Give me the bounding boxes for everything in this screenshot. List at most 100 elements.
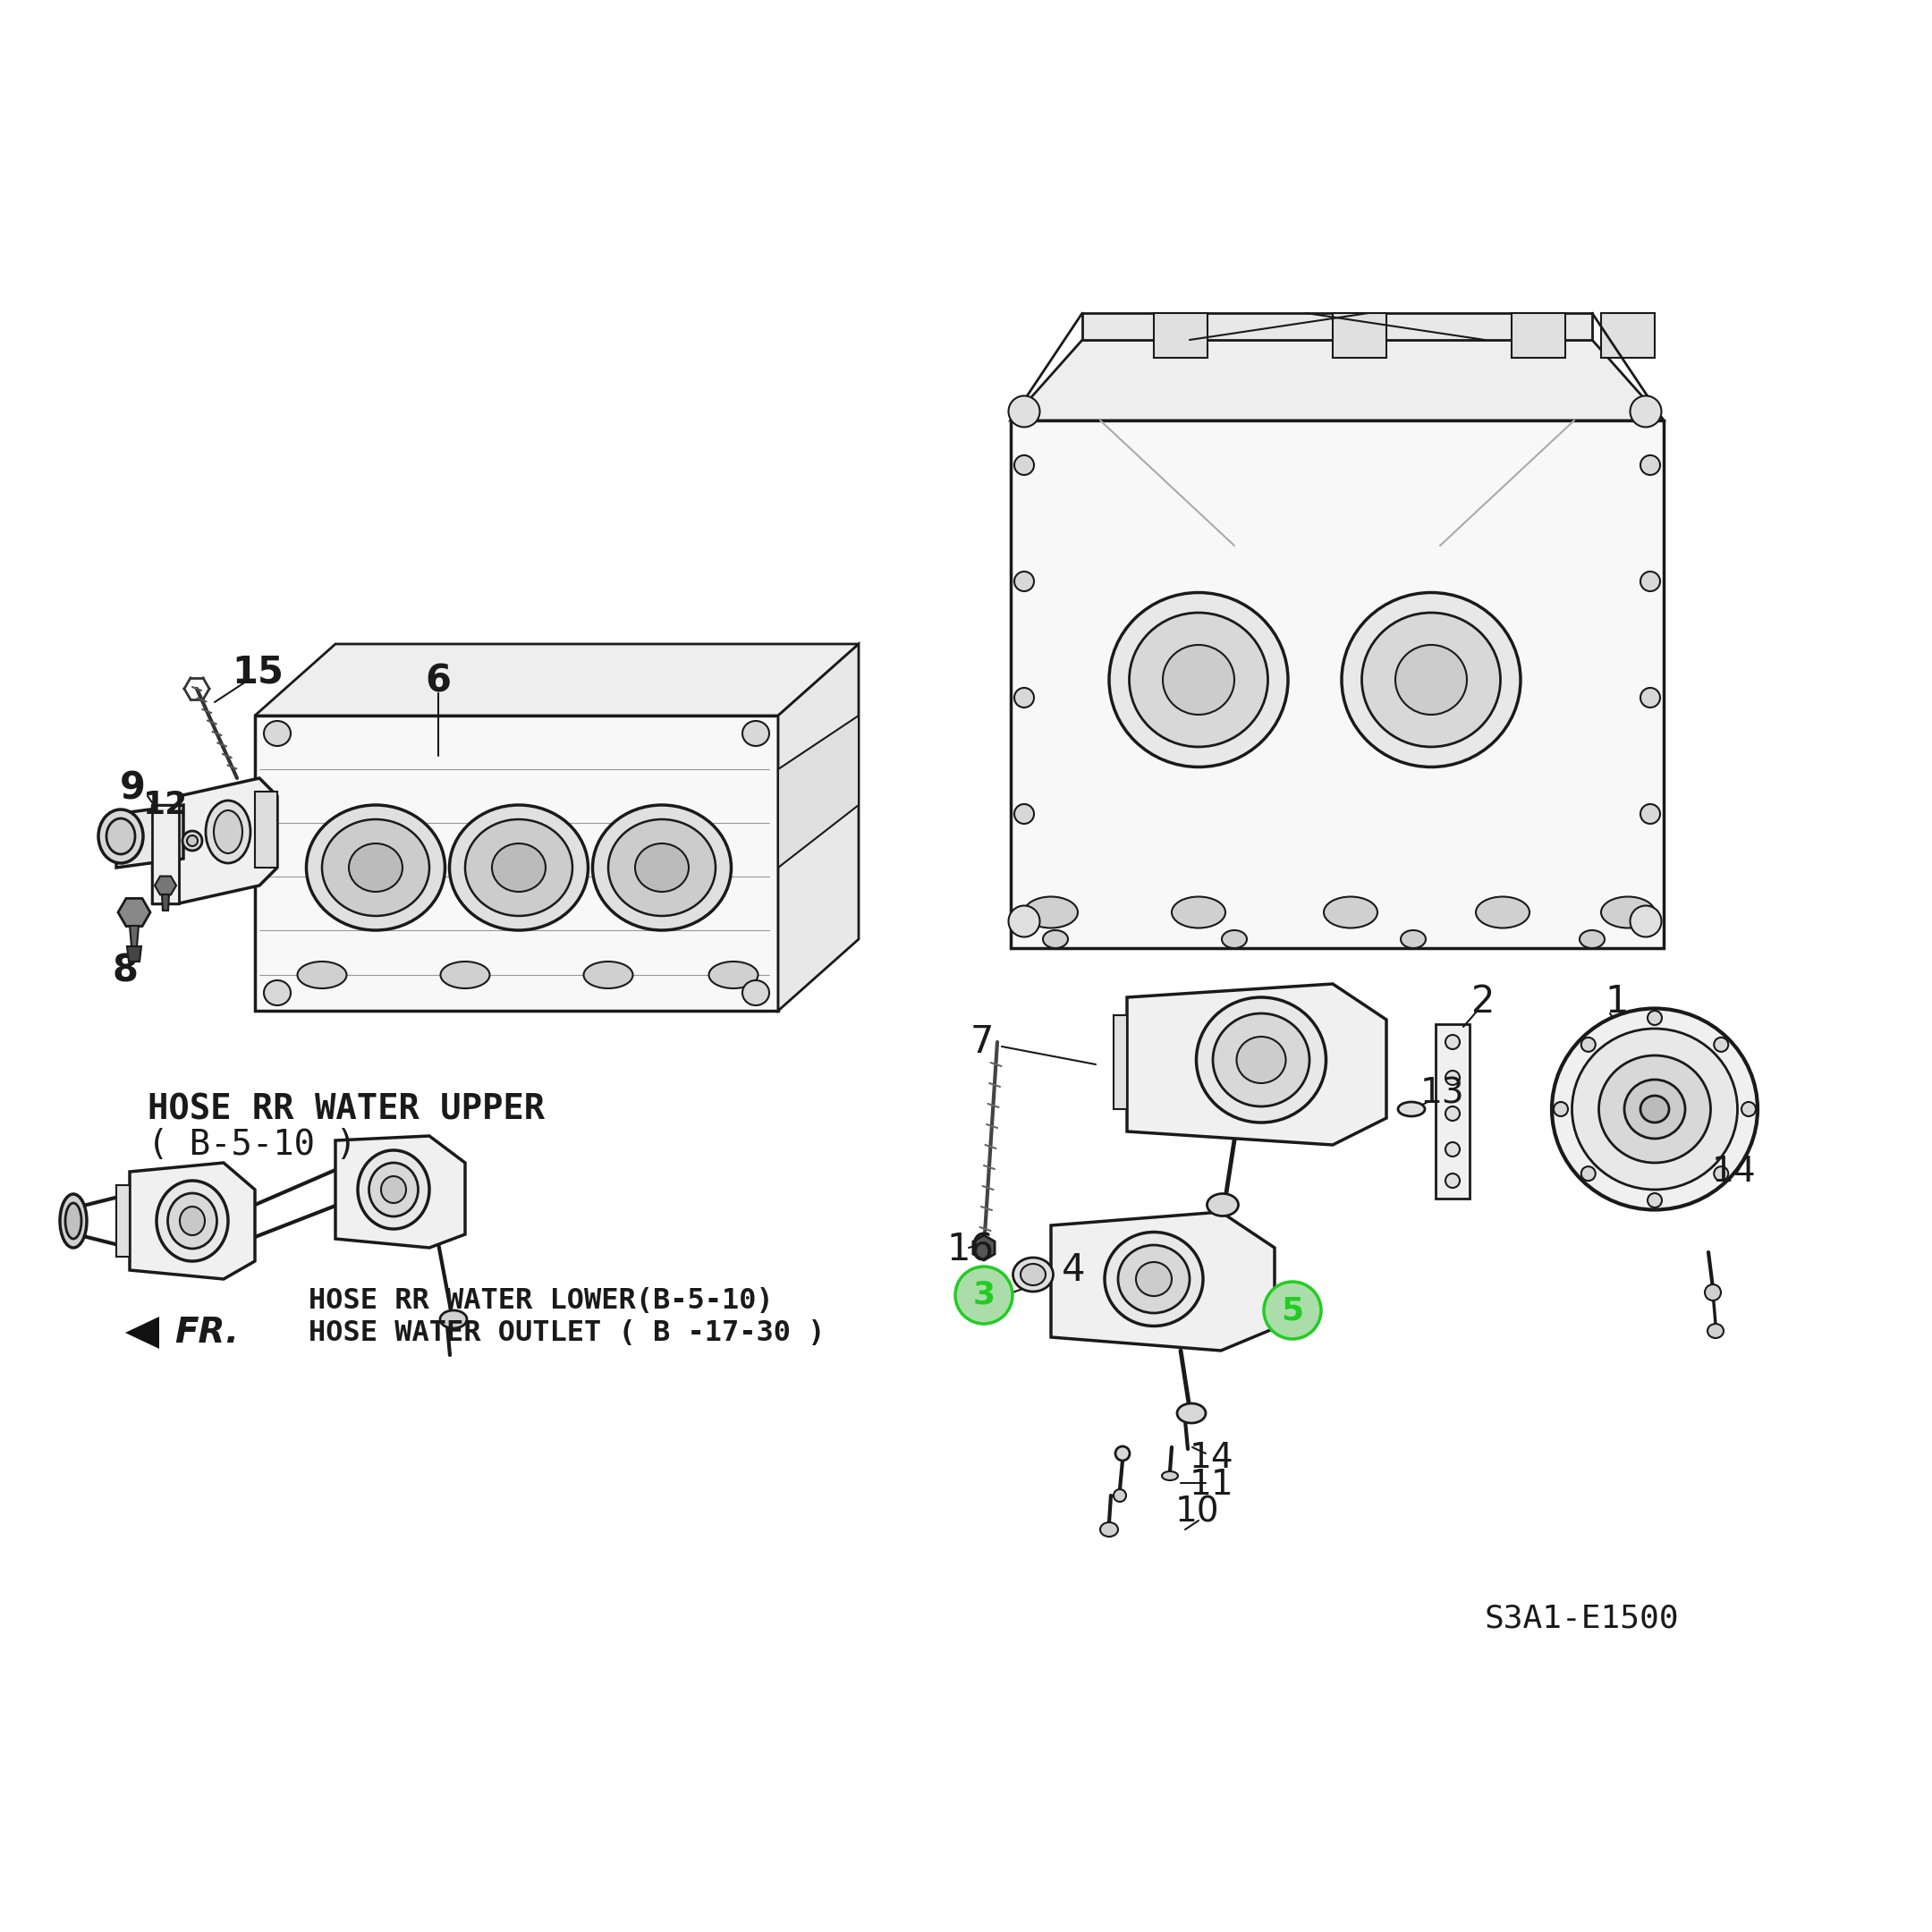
Ellipse shape bbox=[1221, 929, 1246, 949]
Ellipse shape bbox=[1640, 1095, 1669, 1122]
Ellipse shape bbox=[1551, 1009, 1758, 1209]
Ellipse shape bbox=[187, 835, 197, 846]
Ellipse shape bbox=[1323, 896, 1378, 927]
Ellipse shape bbox=[1631, 396, 1662, 427]
Ellipse shape bbox=[1631, 906, 1662, 937]
Ellipse shape bbox=[1099, 1522, 1119, 1536]
Polygon shape bbox=[118, 898, 151, 925]
Polygon shape bbox=[162, 895, 170, 910]
Text: 6: 6 bbox=[425, 663, 452, 699]
Ellipse shape bbox=[369, 1163, 417, 1217]
Polygon shape bbox=[1113, 1014, 1126, 1109]
Ellipse shape bbox=[1105, 1233, 1204, 1325]
Text: 3: 3 bbox=[972, 1279, 995, 1310]
Text: 1: 1 bbox=[1605, 983, 1629, 1020]
Ellipse shape bbox=[1580, 1037, 1596, 1051]
Ellipse shape bbox=[1236, 1037, 1287, 1084]
Ellipse shape bbox=[1113, 1490, 1126, 1501]
Ellipse shape bbox=[440, 962, 489, 989]
Text: 14: 14 bbox=[1190, 1441, 1235, 1474]
Text: HOSE RR WATER UPPER: HOSE RR WATER UPPER bbox=[147, 1092, 545, 1126]
Ellipse shape bbox=[493, 844, 545, 893]
Ellipse shape bbox=[1640, 456, 1660, 475]
Ellipse shape bbox=[182, 831, 203, 850]
Text: ( B-5-10 ): ( B-5-10 ) bbox=[147, 1128, 357, 1161]
Ellipse shape bbox=[99, 810, 143, 864]
Ellipse shape bbox=[1020, 1264, 1045, 1285]
Ellipse shape bbox=[1399, 1101, 1426, 1117]
Ellipse shape bbox=[323, 819, 429, 916]
Ellipse shape bbox=[1640, 688, 1660, 707]
Text: 2: 2 bbox=[1470, 983, 1495, 1020]
Ellipse shape bbox=[1109, 593, 1289, 767]
Text: HOSE RR WATER LOWER(B-5-10): HOSE RR WATER LOWER(B-5-10) bbox=[309, 1287, 773, 1316]
Ellipse shape bbox=[1177, 1403, 1206, 1424]
Ellipse shape bbox=[1445, 1142, 1461, 1157]
Polygon shape bbox=[1051, 1211, 1275, 1350]
Polygon shape bbox=[153, 806, 180, 904]
Text: 12: 12 bbox=[143, 790, 187, 821]
Ellipse shape bbox=[60, 1194, 87, 1248]
Ellipse shape bbox=[357, 1150, 429, 1229]
Ellipse shape bbox=[709, 962, 757, 989]
Text: 13: 13 bbox=[1420, 1076, 1464, 1111]
Polygon shape bbox=[1082, 313, 1592, 340]
Ellipse shape bbox=[1161, 1472, 1179, 1480]
Ellipse shape bbox=[180, 1208, 205, 1235]
Text: S3A1-E1500: S3A1-E1500 bbox=[1486, 1604, 1679, 1634]
Text: 16: 16 bbox=[947, 1233, 993, 1269]
Polygon shape bbox=[255, 715, 779, 1010]
Ellipse shape bbox=[1704, 1285, 1721, 1300]
Ellipse shape bbox=[583, 962, 634, 989]
Text: 11: 11 bbox=[1190, 1468, 1235, 1501]
Polygon shape bbox=[255, 792, 278, 867]
Ellipse shape bbox=[298, 962, 346, 989]
Text: FR.: FR. bbox=[174, 1316, 240, 1350]
Ellipse shape bbox=[742, 980, 769, 1005]
Ellipse shape bbox=[1014, 572, 1034, 591]
Ellipse shape bbox=[1196, 997, 1325, 1122]
Ellipse shape bbox=[1014, 688, 1034, 707]
Ellipse shape bbox=[106, 819, 135, 854]
Ellipse shape bbox=[1476, 896, 1530, 927]
Ellipse shape bbox=[1714, 1167, 1729, 1180]
Polygon shape bbox=[129, 1163, 255, 1279]
Ellipse shape bbox=[168, 1194, 216, 1248]
Text: 5: 5 bbox=[1281, 1294, 1304, 1325]
Polygon shape bbox=[126, 1316, 158, 1349]
Polygon shape bbox=[1602, 313, 1654, 357]
Ellipse shape bbox=[1136, 1262, 1171, 1296]
Ellipse shape bbox=[1648, 1010, 1662, 1026]
Ellipse shape bbox=[1741, 1101, 1756, 1117]
Polygon shape bbox=[129, 925, 139, 947]
Ellipse shape bbox=[1208, 1194, 1238, 1215]
Ellipse shape bbox=[1024, 896, 1078, 927]
Polygon shape bbox=[1010, 340, 1663, 421]
Circle shape bbox=[1264, 1281, 1321, 1339]
Polygon shape bbox=[779, 643, 858, 1010]
Ellipse shape bbox=[350, 844, 402, 893]
Ellipse shape bbox=[1213, 1014, 1310, 1107]
Ellipse shape bbox=[1009, 906, 1039, 937]
Ellipse shape bbox=[1573, 1028, 1737, 1190]
Ellipse shape bbox=[1119, 1244, 1190, 1314]
Polygon shape bbox=[974, 1235, 995, 1260]
Ellipse shape bbox=[1708, 1323, 1723, 1339]
Ellipse shape bbox=[1014, 456, 1034, 475]
Ellipse shape bbox=[1445, 1036, 1461, 1049]
Ellipse shape bbox=[214, 810, 242, 854]
Ellipse shape bbox=[1362, 612, 1501, 748]
Ellipse shape bbox=[1401, 929, 1426, 949]
Text: 9: 9 bbox=[120, 771, 145, 808]
Ellipse shape bbox=[156, 1180, 228, 1262]
Ellipse shape bbox=[1640, 804, 1660, 823]
Ellipse shape bbox=[1014, 804, 1034, 823]
Ellipse shape bbox=[265, 721, 290, 746]
Polygon shape bbox=[180, 779, 278, 904]
Ellipse shape bbox=[265, 980, 290, 1005]
Ellipse shape bbox=[466, 819, 572, 916]
Ellipse shape bbox=[636, 844, 688, 893]
Ellipse shape bbox=[1115, 1447, 1130, 1461]
Ellipse shape bbox=[593, 806, 730, 929]
Text: 14: 14 bbox=[1712, 1155, 1756, 1188]
